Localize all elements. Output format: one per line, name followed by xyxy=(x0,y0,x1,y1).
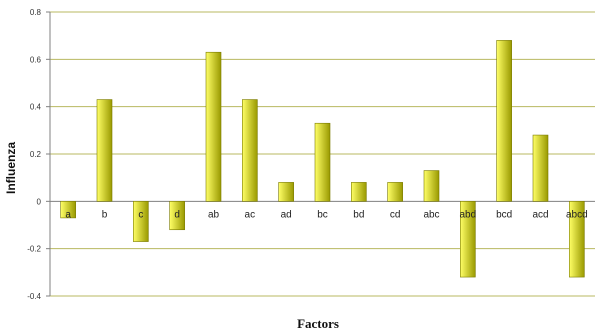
y-tick-label: -0.4 xyxy=(27,292,41,301)
y-tick-label: 0 xyxy=(37,197,42,206)
y-tick-label: 0.8 xyxy=(30,8,42,17)
bar-a xyxy=(60,201,76,219)
category-label: c xyxy=(138,209,143,220)
y-tick-label: -0.2 xyxy=(27,245,41,254)
x-axis-label: Factors xyxy=(297,316,339,331)
y-tick-label: 0.6 xyxy=(30,55,42,64)
bar-abc xyxy=(423,170,440,202)
y-axis-label: Influenza xyxy=(4,142,18,194)
category-label: bd xyxy=(353,209,364,220)
category-label: a xyxy=(65,209,71,220)
y-tick-labels: -0.4 -0.2 0 0.2 0.4 0.6 0.8 xyxy=(27,8,41,301)
category-label: cd xyxy=(390,209,401,220)
category-labels: a b c d ab ac ad bc bd cd abc abd bcd acd abcd xyxy=(65,209,587,220)
category-label: d xyxy=(174,209,180,220)
bar-c xyxy=(133,201,149,242)
category-label: ac xyxy=(245,209,256,220)
bars xyxy=(60,40,585,278)
category-label: bc xyxy=(317,209,328,220)
bar-d xyxy=(169,201,185,231)
bar-ad xyxy=(278,182,294,202)
category-label: bcd xyxy=(496,209,512,220)
bar-abd xyxy=(460,201,476,278)
bar-b xyxy=(96,99,113,202)
category-label: acd xyxy=(532,209,548,220)
bar-ab xyxy=(205,51,222,202)
bar-abcd xyxy=(569,201,585,278)
category-label: abc xyxy=(423,209,439,220)
y-tick-label: 0.4 xyxy=(30,103,42,112)
category-label: ad xyxy=(281,209,292,220)
bar-bc xyxy=(314,122,331,202)
y-tick-label: 0.2 xyxy=(30,150,42,159)
bar-cd xyxy=(387,182,403,202)
bar-acd xyxy=(532,134,549,202)
category-label: abcd xyxy=(566,209,588,220)
bar-bd xyxy=(351,182,367,202)
bar-bcd xyxy=(496,40,512,202)
category-label: abd xyxy=(459,209,476,220)
bar-ac xyxy=(242,99,258,202)
category-label: b xyxy=(102,209,108,220)
category-label: ab xyxy=(208,209,220,220)
